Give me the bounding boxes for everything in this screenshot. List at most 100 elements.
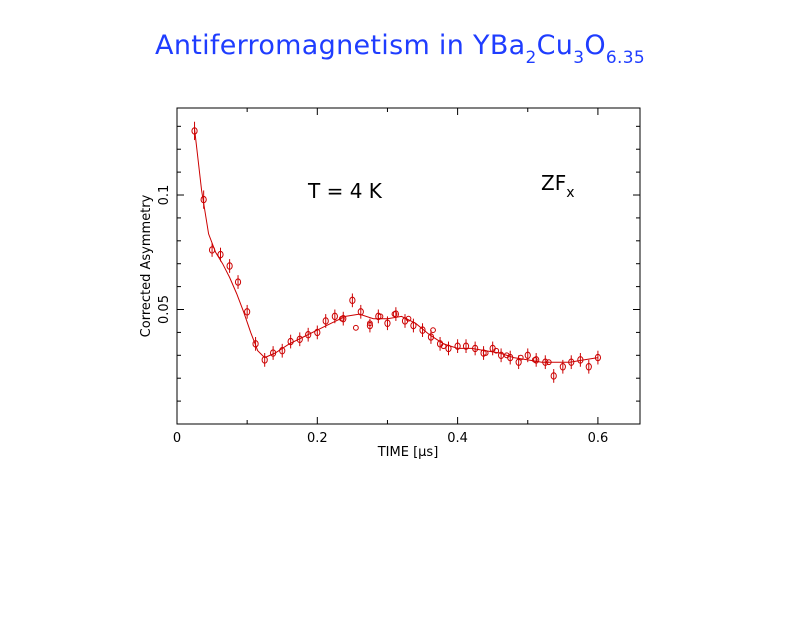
- data-point: [472, 341, 479, 356]
- point-marker: [234, 278, 242, 286]
- data-point: [401, 314, 409, 328]
- data-point: [331, 309, 338, 324]
- point-marker: [392, 310, 399, 318]
- title-text-o: O: [584, 30, 606, 61]
- data-point: [585, 359, 592, 374]
- title-subscript-2: 3: [573, 48, 585, 68]
- data-point: [515, 355, 522, 370]
- fit-curve: [194, 128, 598, 363]
- point-marker: [454, 342, 461, 350]
- point-marker: [349, 296, 356, 305]
- point-marker: [585, 363, 592, 371]
- point-marker: [331, 312, 338, 321]
- point-marker: [384, 319, 391, 327]
- point-marker: [489, 344, 496, 353]
- point-marker: [375, 312, 382, 321]
- point-marker: [472, 344, 479, 353]
- x-tick-label: 0: [173, 431, 181, 446]
- data-point: [252, 336, 259, 351]
- data-point: [357, 304, 364, 319]
- data-point: [375, 309, 382, 324]
- point-marker: [480, 349, 487, 357]
- point-marker: [533, 356, 540, 364]
- point-marker: [314, 328, 321, 337]
- data-point: [322, 314, 329, 328]
- point-marker: [226, 262, 233, 270]
- data-point: [427, 330, 435, 344]
- open-circle-point: [545, 359, 552, 366]
- x-axis-label: TIME [μs]: [377, 445, 439, 460]
- point-marker: [261, 356, 268, 364]
- point-marker: [568, 358, 575, 366]
- data-point: [577, 353, 584, 367]
- point-marker: [357, 308, 364, 316]
- point-marker: [287, 337, 294, 346]
- data-point: [287, 334, 294, 349]
- data-point: [384, 316, 391, 331]
- point-marker: [217, 250, 224, 259]
- title-subscript-3: 6.35: [605, 48, 645, 68]
- annotation-field-sub: x: [566, 185, 574, 201]
- data-point: [559, 359, 566, 374]
- y-axis-label: Corrected Asymmetry: [139, 194, 154, 337]
- point-marker: [410, 321, 417, 330]
- data-point: [279, 343, 286, 358]
- data-point: [244, 304, 251, 319]
- point-marker: [322, 317, 329, 325]
- data-point: [314, 325, 321, 340]
- point-marker: [200, 195, 207, 204]
- point-marker: [445, 344, 452, 353]
- point-marker: [427, 333, 435, 341]
- data-point: [454, 339, 461, 354]
- fit-line: [194, 128, 598, 363]
- x-tick-label: 0.2: [307, 431, 328, 446]
- data-point: [498, 348, 505, 363]
- point-marker: [340, 314, 347, 323]
- point-marker: [594, 353, 602, 362]
- data-point: [296, 332, 303, 347]
- data-point: [542, 355, 549, 370]
- title-text-main: Antiferromagnetism in YBa: [155, 30, 526, 61]
- point-marker: [305, 330, 312, 339]
- data-point: [419, 323, 426, 337]
- point-marker: [270, 349, 277, 357]
- open-circle-point: [493, 347, 500, 354]
- point-marker: [401, 317, 409, 325]
- open-circle-point: [503, 352, 510, 359]
- y-tick-label: 0.1: [157, 185, 172, 206]
- data-point: [234, 275, 242, 289]
- point-marker: [507, 353, 514, 362]
- data-point: [261, 353, 268, 367]
- point-marker: [279, 347, 286, 355]
- data-point: [568, 355, 575, 370]
- data-point: [445, 341, 452, 356]
- x-tick-labels: 0 0.2 0.4 0.6: [173, 431, 608, 446]
- title-text-cu: Cu: [536, 30, 574, 61]
- open-circle-point: [405, 315, 412, 322]
- point-marker: [550, 372, 557, 380]
- point-marker: [244, 308, 251, 316]
- open-circle-point: [352, 324, 359, 331]
- point-marker: [191, 127, 198, 135]
- data-point: [191, 121, 198, 141]
- data-point: [507, 350, 514, 365]
- annotation-field-main: ZF: [541, 171, 566, 195]
- data-point: [550, 369, 557, 383]
- point-marker: [577, 356, 584, 364]
- point-marker: [419, 326, 426, 334]
- point-marker: [559, 363, 566, 371]
- point-marker: [515, 358, 522, 366]
- data-point: [462, 339, 470, 354]
- axis-ticks: [176, 108, 640, 424]
- data-point: [480, 346, 487, 360]
- y-tick-labels: 0.05 0.1: [157, 185, 172, 324]
- data-point: [533, 353, 540, 367]
- data-point: [392, 307, 399, 321]
- point-marker: [436, 340, 444, 348]
- x-tick-label: 0.6: [588, 431, 609, 446]
- data-point: [305, 327, 312, 342]
- open-circle-points: [338, 311, 552, 366]
- slide-title: Antiferromagnetism in YBa2Cu3O6.35: [0, 30, 800, 67]
- data-point: [200, 190, 207, 209]
